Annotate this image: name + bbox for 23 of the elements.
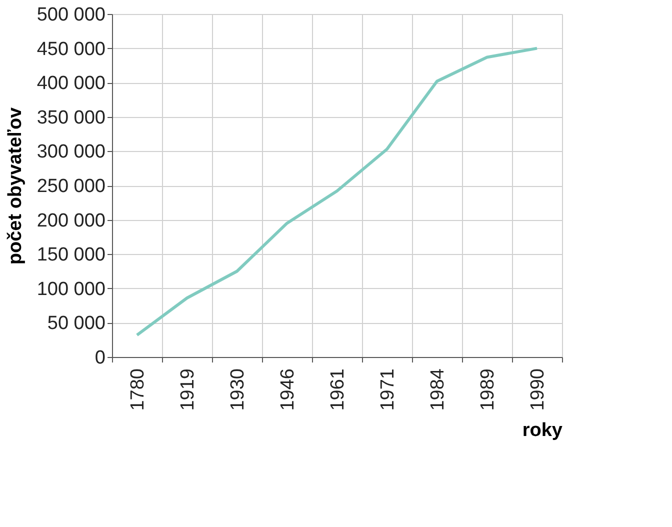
y-tick-label: 400 000: [36, 73, 106, 94]
x-tick-label: 1961: [328, 368, 348, 411]
y-tick-label: 300 000: [36, 142, 106, 163]
x-tick-label: 1989: [478, 368, 498, 411]
y-tick-label: 0: [94, 348, 106, 368]
y-tick-label: 500 000: [36, 4, 106, 26]
x-tick-label: 1946: [278, 368, 298, 411]
line-series: [136, 46, 538, 337]
x-tick-label: 1930: [228, 368, 248, 411]
y-tick-label: 100 000: [36, 278, 106, 300]
y-tick-label: 450 000: [36, 38, 106, 60]
x-tick-label: 1971: [378, 368, 398, 411]
x-axis-title: roky: [522, 420, 563, 441]
x-tick-label: 1919: [178, 368, 198, 411]
y-tick-label: 200 000: [36, 210, 106, 232]
y-tick-label: 50 000: [47, 313, 106, 334]
x-tick-label: 1990: [528, 368, 548, 411]
y-tick-label: 350 000: [36, 107, 106, 128]
y-tick-label: 250 000: [36, 176, 106, 197]
x-tick-label: 1984: [428, 368, 448, 411]
y-tick-label: 150 000: [36, 244, 106, 266]
y-axis-title: počet obyvateľov: [4, 106, 26, 265]
x-tick-label: 1780: [128, 368, 148, 411]
